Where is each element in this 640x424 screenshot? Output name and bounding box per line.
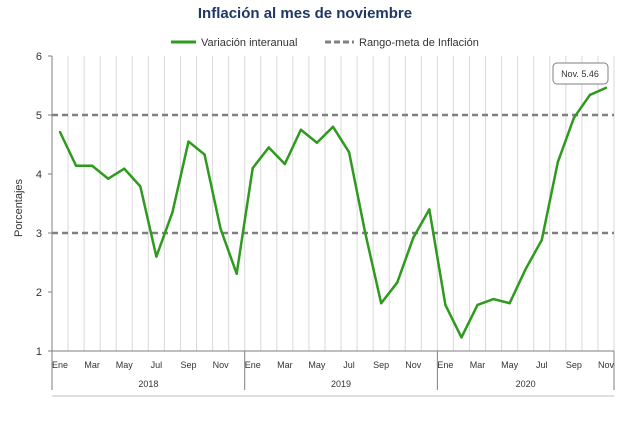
- x-tick-label: Jul: [536, 360, 548, 370]
- y-tick-label: 3: [36, 228, 42, 240]
- x-tick-label: Nov: [405, 360, 422, 370]
- chart-title: Inflación al mes de noviembre: [198, 5, 412, 22]
- x-tick-label: Sep: [373, 360, 389, 370]
- annotation-label: Nov. 5.46: [561, 69, 599, 79]
- legend-label-variacion: Variación interanual: [201, 37, 297, 49]
- data-point: [460, 336, 463, 339]
- axes: [48, 55, 615, 397]
- annotation-box: Nov. 5.46: [552, 62, 609, 85]
- year-labels: 2018 2019 2020: [138, 379, 535, 389]
- x-tick-label: Ene: [52, 360, 68, 370]
- data-point: [428, 208, 431, 211]
- data-point: [107, 177, 110, 180]
- data-point: [315, 141, 319, 144]
- series-layer: [58, 86, 608, 339]
- y-tick-label: 6: [36, 51, 42, 63]
- x-tick-labels: Ene Mar May Jul Sep Nov Ene Mar May Jul Sep Nov Ene M…: [52, 360, 614, 370]
- data-point: [524, 267, 527, 271]
- data-point: [379, 302, 383, 305]
- x-tick-label: Mar: [470, 360, 486, 370]
- x-tick-label: Sep: [180, 360, 196, 370]
- data-point: [476, 303, 479, 307]
- data-point: [203, 153, 206, 156]
- data-point: [540, 238, 543, 242]
- data-point: [283, 162, 287, 166]
- annotation-frame: [552, 62, 609, 85]
- data-point: [267, 146, 270, 149]
- data-point: [572, 116, 576, 120]
- data-point: [347, 150, 351, 154]
- data-point: [251, 166, 254, 170]
- data-point: [74, 164, 78, 167]
- x-tick-label: Ene: [245, 360, 261, 370]
- y-axis-title: Porcentajes: [13, 178, 25, 237]
- data-point: [444, 303, 447, 307]
- data-point: [363, 231, 367, 234]
- data-point: [235, 272, 238, 275]
- data-point: [58, 130, 62, 134]
- data-point: [588, 93, 592, 97]
- data-point: [90, 164, 94, 167]
- data-point: [556, 161, 559, 164]
- target-range-lines: [52, 113, 614, 235]
- y-tick-label: 5: [36, 110, 42, 122]
- x-tick-label: Nov: [213, 360, 230, 370]
- y-tick-label: 4: [36, 169, 42, 181]
- data-point: [155, 255, 158, 258]
- data-point: [508, 302, 511, 305]
- data-point: [123, 167, 126, 170]
- data-point: [492, 297, 495, 301]
- data-point: [412, 236, 415, 239]
- vertical-gridlines: [51, 56, 615, 351]
- x-tick-label: Sep: [566, 360, 582, 370]
- y-tick-labels: 1 2 3 4 5 6: [36, 51, 42, 358]
- data-point: [219, 227, 222, 231]
- x-tick-label: May: [308, 360, 326, 370]
- x-tick-label: May: [116, 360, 134, 370]
- legend: Variación interanual Rango-meta de Infla…: [171, 37, 479, 49]
- data-point: [299, 128, 303, 131]
- y-tick-label: 1: [36, 346, 42, 358]
- data-point: [396, 281, 399, 284]
- year-label: 2020: [516, 379, 536, 389]
- y-tick-label: 2: [36, 287, 42, 299]
- data-point: [139, 185, 142, 188]
- x-tick-label: Jul: [151, 360, 163, 370]
- x-tick-label: Jul: [343, 360, 355, 370]
- legend-label-rango-meta: Rango-meta de Inflación: [359, 37, 479, 49]
- data-point: [331, 125, 335, 128]
- x-tick-label: May: [501, 360, 519, 370]
- year-label: 2018: [138, 379, 158, 389]
- year-label: 2019: [331, 379, 351, 389]
- x-tick-label: Mar: [84, 360, 100, 370]
- data-point: [171, 211, 174, 214]
- x-tick-label: Mar: [277, 360, 293, 370]
- series-line-variacion: [58, 86, 607, 339]
- x-tick-label: Nov: [598, 360, 615, 370]
- data-point: [604, 86, 608, 90]
- x-tick-label: Ene: [437, 360, 453, 370]
- data-point: [187, 140, 190, 143]
